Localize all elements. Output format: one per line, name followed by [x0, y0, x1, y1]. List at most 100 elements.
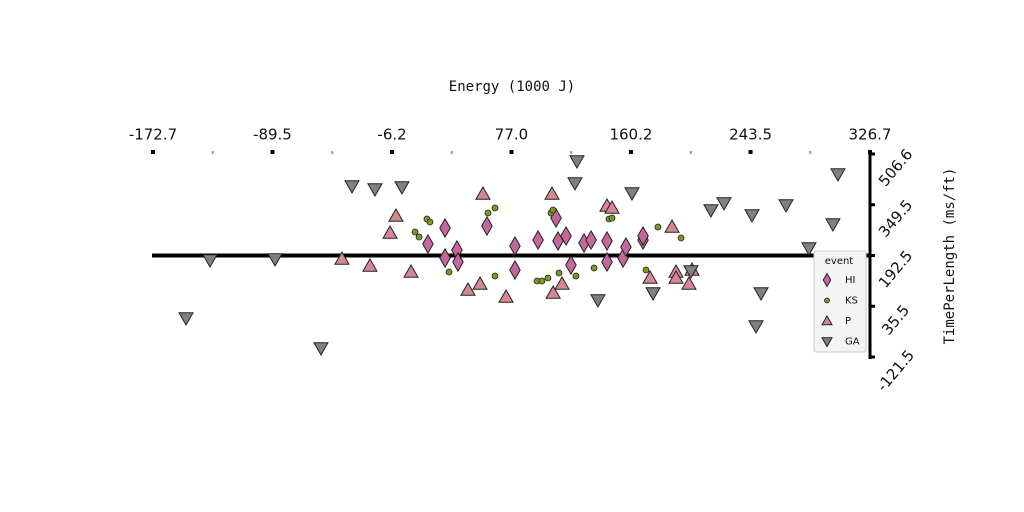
point [452, 251, 464, 273]
point [642, 266, 650, 274]
x-tick-label: 326.7 [849, 126, 892, 144]
legend-label: GA [845, 337, 860, 348]
legend-title: event [825, 256, 854, 267]
point [334, 250, 350, 265]
y-tick-label: 349.5 [875, 196, 916, 240]
x-tick [390, 150, 395, 154]
point [544, 186, 560, 200]
point [472, 275, 488, 290]
legend-marker [821, 314, 833, 326]
point [748, 320, 764, 335]
point [601, 251, 613, 273]
point [267, 253, 283, 268]
x-minor-tick [450, 151, 453, 154]
point [178, 312, 194, 326]
point [382, 224, 398, 239]
point [344, 180, 360, 195]
x-minor-tick [809, 151, 812, 154]
x-tick-label: -6.2 [377, 126, 406, 144]
legend-marker [821, 337, 833, 348]
x-minor-tick [570, 151, 573, 154]
point [554, 275, 570, 290]
legend: event HI KS P GA [813, 250, 867, 353]
x-tick [748, 150, 753, 154]
x-axis-label: Energy (1000 J) [449, 79, 575, 95]
point [565, 254, 577, 276]
point [439, 247, 451, 269]
point [620, 236, 632, 258]
point [608, 214, 616, 222]
point [801, 242, 817, 256]
point [716, 197, 732, 212]
x-tick-label: -89.5 [253, 126, 292, 144]
x-tick-label: 77.0 [495, 126, 528, 144]
x-tick [868, 150, 872, 154]
point [549, 206, 557, 214]
point [637, 225, 649, 247]
point [778, 199, 794, 214]
point [509, 235, 521, 257]
point [753, 287, 769, 302]
point [572, 272, 580, 280]
point [624, 187, 640, 202]
point [654, 223, 662, 231]
point [388, 207, 404, 222]
point [664, 219, 680, 233]
point [532, 229, 544, 251]
point [681, 275, 697, 290]
x-tick-label: 243.5 [729, 126, 772, 144]
point [509, 259, 521, 281]
point [585, 229, 597, 251]
point [498, 288, 514, 303]
legend-label: P [845, 316, 851, 327]
x-tick-label: 160.2 [609, 126, 652, 144]
point [569, 155, 585, 170]
point [830, 168, 846, 183]
legend-marker [822, 272, 832, 288]
x-minor-tick [211, 151, 214, 154]
y-axis-label: TimePerLength (ms/ft) [942, 167, 958, 344]
point [394, 181, 410, 196]
point [744, 209, 760, 223]
point [415, 233, 423, 241]
point [703, 204, 719, 219]
y-tick-label: -121.5 [873, 346, 918, 395]
point [403, 263, 419, 278]
point [590, 294, 606, 308]
point [460, 281, 476, 296]
point [538, 277, 546, 285]
point [642, 270, 658, 284]
point [481, 215, 493, 237]
point [484, 209, 492, 217]
legend-label: HI [845, 275, 855, 286]
point [491, 204, 499, 212]
y-tick-label: 35.5 [878, 301, 913, 338]
point [604, 199, 620, 214]
point [422, 233, 434, 255]
legend-marker [824, 297, 830, 304]
point [560, 225, 572, 247]
point [491, 272, 499, 280]
point [475, 186, 491, 200]
point [590, 264, 598, 272]
point [683, 265, 699, 280]
point [668, 270, 684, 284]
point [202, 254, 218, 269]
point [426, 218, 434, 226]
point [601, 230, 613, 252]
y-tick-label: 506.6 [875, 145, 916, 189]
x-minor-tick [689, 151, 692, 154]
x-tick [151, 150, 155, 154]
point [645, 287, 661, 302]
point [555, 269, 563, 277]
point [411, 228, 419, 236]
x-tick [628, 150, 633, 154]
x-tick-label: -172.7 [129, 126, 177, 144]
x-tick [509, 150, 514, 154]
point [313, 342, 329, 356]
point [545, 284, 561, 299]
x-minor-tick [331, 151, 334, 154]
x-tick [270, 150, 275, 154]
point [825, 218, 841, 233]
point [677, 234, 685, 242]
